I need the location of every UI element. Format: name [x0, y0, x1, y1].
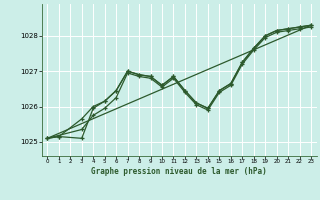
X-axis label: Graphe pression niveau de la mer (hPa): Graphe pression niveau de la mer (hPa): [91, 167, 267, 176]
